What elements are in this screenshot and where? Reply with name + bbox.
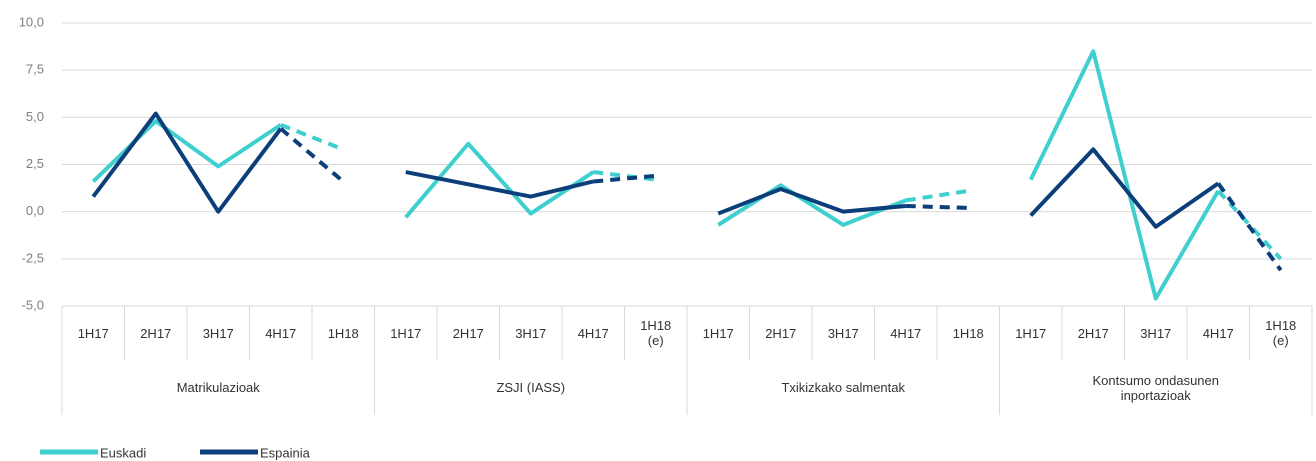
legend-label: Espainia: [260, 445, 311, 460]
y-tick-label: 0,0: [26, 203, 44, 218]
x-tick-label-text: 3H17: [515, 325, 547, 341]
group-label-text: Txikizkako salmentak: [781, 380, 906, 395]
x-tick-label-text: 1H18 (e): [640, 318, 672, 348]
x-tick-label: 1H18: [937, 306, 1000, 360]
series-line: [717, 183, 907, 227]
group-label-text: Matrikulazioak: [176, 380, 260, 395]
y-tick-label: -2,5: [22, 250, 44, 265]
x-tick-label: 4H17: [562, 306, 625, 360]
series-line: [404, 141, 595, 219]
series-line-projection: [1216, 182, 1283, 272]
x-tick-label: 4H17: [250, 306, 313, 360]
x-tick-label: 3H17: [187, 306, 250, 360]
x-tick-label-text: 3H17: [202, 325, 234, 341]
x-tick-label-text: 1H17: [702, 325, 734, 341]
x-tick-label-text: 1H18: [952, 325, 984, 341]
group-label-text: ZSJI (IASS): [496, 380, 566, 395]
x-tick-label: 3H17: [500, 306, 563, 360]
x-tick-label: 1H18 (e): [625, 306, 688, 360]
x-tick-label-text: 1H18 (e): [1265, 318, 1297, 348]
x-tick-label: 4H17: [875, 306, 938, 360]
x-tick-label-text: 4H17: [1202, 325, 1234, 341]
x-tick-label: 2H17: [1062, 306, 1125, 360]
series-line-projection: [593, 173, 656, 184]
x-tick-label-text: 2H17: [765, 325, 797, 341]
x-tick-label-text: 1H17: [1015, 325, 1047, 341]
x-tick-label-text: 1H17: [390, 325, 422, 341]
x-tick-label-text: 1H17: [77, 325, 109, 341]
x-tick-label-text: 2H17: [452, 325, 484, 341]
group-label: Kontsumo ondasunen inportazioak: [1000, 360, 1313, 415]
x-tick-label-text: 2H17: [140, 325, 172, 341]
series-line: [1028, 49, 1220, 301]
y-tick-label: 2,5: [26, 156, 44, 171]
x-tick-label: 1H17: [1000, 306, 1063, 360]
series-line: [717, 187, 906, 216]
series-line: [1029, 147, 1220, 229]
y-tick-label: 10,0: [19, 14, 44, 29]
group-label: ZSJI (IASS): [375, 360, 688, 415]
x-tick-label: 1H17: [687, 306, 750, 360]
x-tick-label: 2H17: [437, 306, 500, 360]
series-line: [91, 111, 283, 214]
y-tick-label: 7,5: [26, 62, 44, 77]
x-tick-label: 1H18: [312, 306, 375, 360]
x-tick-label: 3H17: [1125, 306, 1188, 360]
series-line-projection: [905, 204, 969, 210]
x-tick-label: 2H17: [750, 306, 813, 360]
x-tick-label: 1H18 (e): [1250, 306, 1313, 360]
x-tick-label-text: 4H17: [265, 325, 297, 341]
series-line-projection: [279, 127, 345, 184]
x-tick-label: 1H17: [375, 306, 438, 360]
x-tick-label-text: 3H17: [1140, 325, 1172, 341]
x-tick-label-text: 2H17: [1077, 325, 1109, 341]
x-tick-label-text: 4H17: [577, 325, 609, 341]
series-line-projection: [1216, 189, 1283, 261]
group-label: Matrikulazioak: [62, 360, 375, 415]
series-line-projection: [280, 123, 344, 152]
x-tick-label: 4H17: [1187, 306, 1250, 360]
series-line: [91, 119, 282, 183]
x-tick-label-text: 1H18: [327, 325, 359, 341]
x-tick-label: 1H17: [62, 306, 125, 360]
group-label-text: Kontsumo ondasunen inportazioak: [1092, 372, 1219, 403]
x-tick-label: 2H17: [125, 306, 188, 360]
x-tick-label-text: 3H17: [827, 325, 859, 341]
x-tick-label-text: 4H17: [890, 325, 922, 341]
series-line: [405, 170, 594, 199]
y-tick-label: -5,0: [22, 297, 44, 312]
y-tick-label: 5,0: [26, 109, 44, 124]
legend-label: Euskadi: [100, 445, 146, 460]
series-line-projection: [905, 188, 969, 203]
group-label: Txikizkako salmentak: [687, 360, 1000, 415]
x-tick-label: 3H17: [812, 306, 875, 360]
